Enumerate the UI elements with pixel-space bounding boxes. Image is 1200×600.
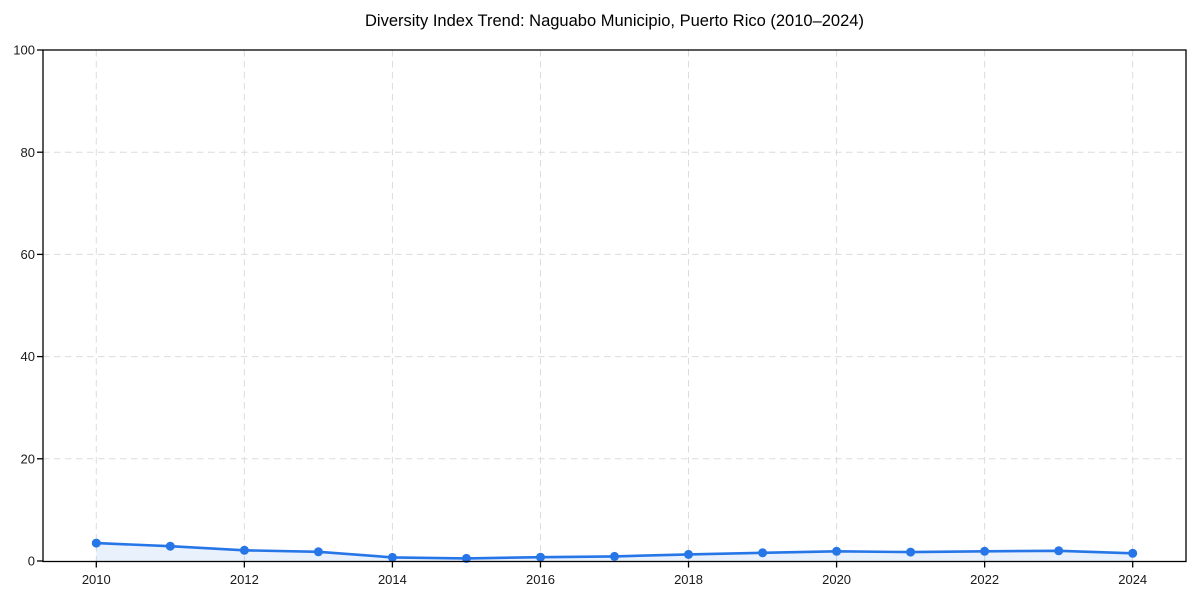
chart-title: Diversity Index Trend: Naguabo Municipio… xyxy=(365,12,864,30)
y-tick-label: 80 xyxy=(21,145,35,160)
data-point xyxy=(684,549,693,559)
data-point xyxy=(387,552,397,562)
x-tick-label: 2016 xyxy=(526,572,555,587)
data-point xyxy=(1128,548,1138,558)
data-point xyxy=(980,546,990,556)
y-tick-label: 60 xyxy=(21,247,35,262)
y-tick-label: 40 xyxy=(21,349,35,364)
data-point xyxy=(165,541,175,551)
data-point xyxy=(313,547,323,557)
data-point xyxy=(91,538,101,548)
data-point xyxy=(758,548,768,558)
x-tick-label: 2020 xyxy=(822,572,851,587)
x-tick-label: 2018 xyxy=(674,572,703,587)
axes-frame xyxy=(42,49,1187,563)
x-tick-label: 2022 xyxy=(970,572,999,587)
x-tick-label: 2014 xyxy=(378,572,407,587)
data-point xyxy=(832,546,842,556)
data-point xyxy=(239,545,249,555)
x-tick-label: 2012 xyxy=(230,572,259,587)
y-tick-label: 100 xyxy=(13,43,35,58)
data-point xyxy=(461,553,471,563)
x-tick-label: 2010 xyxy=(82,572,111,587)
y-tick-label: 20 xyxy=(21,451,35,466)
area-fill xyxy=(96,543,1133,561)
data-point xyxy=(536,552,545,562)
data-point xyxy=(906,547,916,557)
data-point xyxy=(1054,546,1064,556)
data-point xyxy=(610,551,619,561)
y-tick-label: 0 xyxy=(28,554,35,569)
x-tick-label: 2024 xyxy=(1118,572,1147,587)
